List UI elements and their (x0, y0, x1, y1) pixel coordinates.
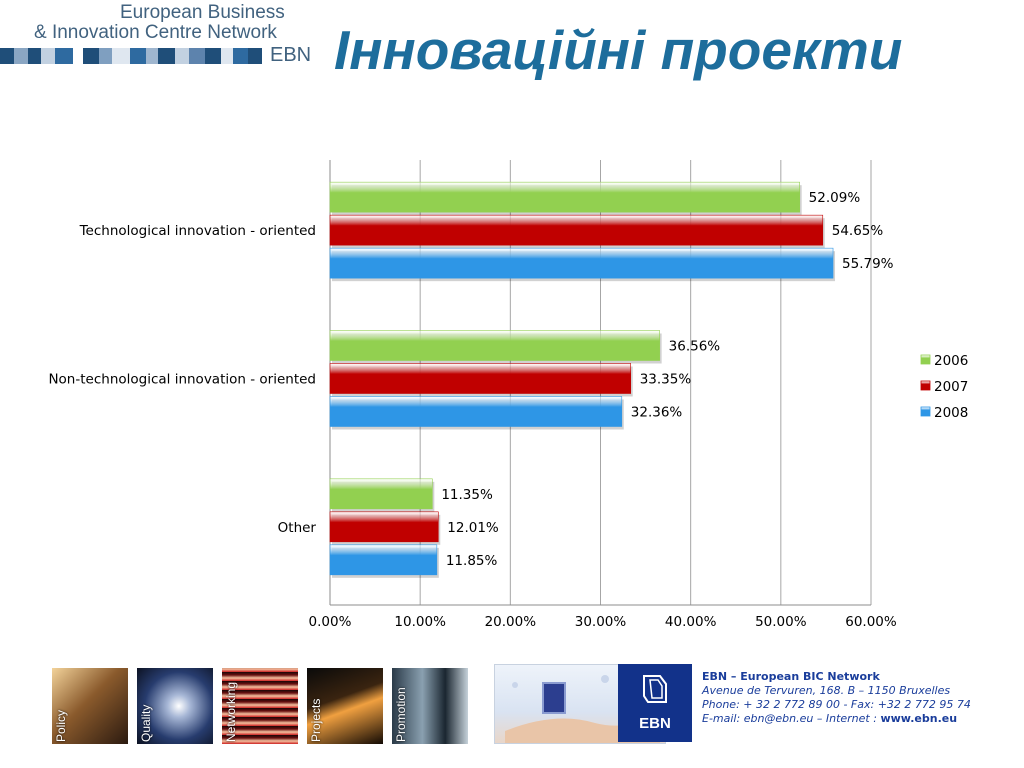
photo-label-networking: Networking (224, 681, 238, 742)
contact-org: EBN – European BIC Network (702, 670, 880, 683)
x-tick-label: 50.00% (755, 614, 807, 630)
bar-chart: 0.00% 10.00% 20.00% 30.00% 40.00% 50.00% 60.00… (48, 160, 968, 630)
x-tick-label: 20.00% (485, 614, 537, 630)
page-title: Інноваційні проекти (334, 19, 903, 81)
photo-promotion: Promotion (392, 668, 468, 744)
data-label: 52.09% (809, 190, 861, 206)
contact-address: Avenue de Tervuren, 168. B – 1150 Bruxel… (702, 684, 951, 697)
data-label: 12.01% (447, 520, 499, 536)
bar-2008 (329, 544, 438, 576)
photo-label-promotion: Promotion (394, 687, 408, 742)
x-tick-label: 10.00% (394, 614, 446, 630)
bar-2008 (329, 247, 834, 279)
category-label: Technological innovation - oriented (79, 223, 316, 239)
ebn-logo-label: EBN (639, 715, 671, 732)
contact-email: E-mail: ebn@ebn.eu – Internet : (702, 712, 881, 725)
x-tick-label: 0.00% (309, 614, 352, 630)
legend-entry: 2006 (934, 353, 968, 369)
photo-projects: Projects (307, 668, 383, 744)
data-label: 55.79% (842, 256, 894, 272)
data-label: 11.85% (446, 553, 498, 569)
logo-line-1: European Business (120, 2, 285, 23)
ebn-logo-header: European Business & Innovation Centre Ne… (0, 0, 312, 70)
ebn-logo-footer: EBN (618, 664, 692, 742)
x-tick-label: 40.00% (665, 614, 717, 630)
legend-swatch (920, 380, 931, 391)
bar-2006 (329, 478, 433, 510)
photo-label-projects: Projects (309, 698, 323, 742)
legend-swatch (920, 354, 931, 365)
logo-ebn-text: EBN (270, 44, 312, 66)
legend-entry: 2008 (934, 405, 968, 421)
photo-networking: Networking (222, 668, 298, 744)
photo-label-policy: Policy (54, 709, 68, 742)
data-label: 54.65% (832, 223, 884, 239)
legend-entry: 2007 (934, 379, 968, 395)
photo-quality: Quality (137, 668, 213, 744)
logo-color-strip (0, 48, 263, 64)
x-tick-label: 60.00% (845, 614, 897, 630)
bar-2007 (329, 511, 439, 543)
category-label: Other (278, 520, 317, 536)
photo-policy: Policy (52, 668, 128, 744)
photo-label-quality: Quality (139, 704, 153, 742)
contact-block: EBN – European BIC Network Avenue de Ter… (702, 670, 971, 726)
footer: Policy Quality Networking Projects Promo… (0, 660, 1024, 760)
bar-2006 (329, 181, 800, 213)
data-label: 36.56% (669, 339, 721, 355)
data-label: 33.35% (640, 372, 692, 388)
x-tick-label: 30.00% (575, 614, 627, 630)
contact-email-line: E-mail: ebn@ebn.eu – Internet : www.ebn.… (702, 712, 971, 726)
data-label: 11.35% (441, 487, 493, 503)
bar-2007 (329, 363, 632, 394)
bar-2007 (329, 214, 824, 246)
bar-2006 (329, 330, 660, 361)
data-label: 32.36% (631, 405, 683, 421)
contact-phone: Phone: + 32 2 772 89 00 - Fax: +32 2 772… (702, 698, 971, 711)
category-label: Non-technological innovation - oriented (48, 372, 316, 388)
legend-swatch (920, 406, 931, 417)
contact-web-link[interactable]: www.ebn.eu (880, 712, 958, 725)
logo-line-2: & Innovation Centre Network (34, 22, 277, 43)
bar-2008 (329, 396, 623, 427)
ebn-swirl-icon (643, 675, 667, 703)
